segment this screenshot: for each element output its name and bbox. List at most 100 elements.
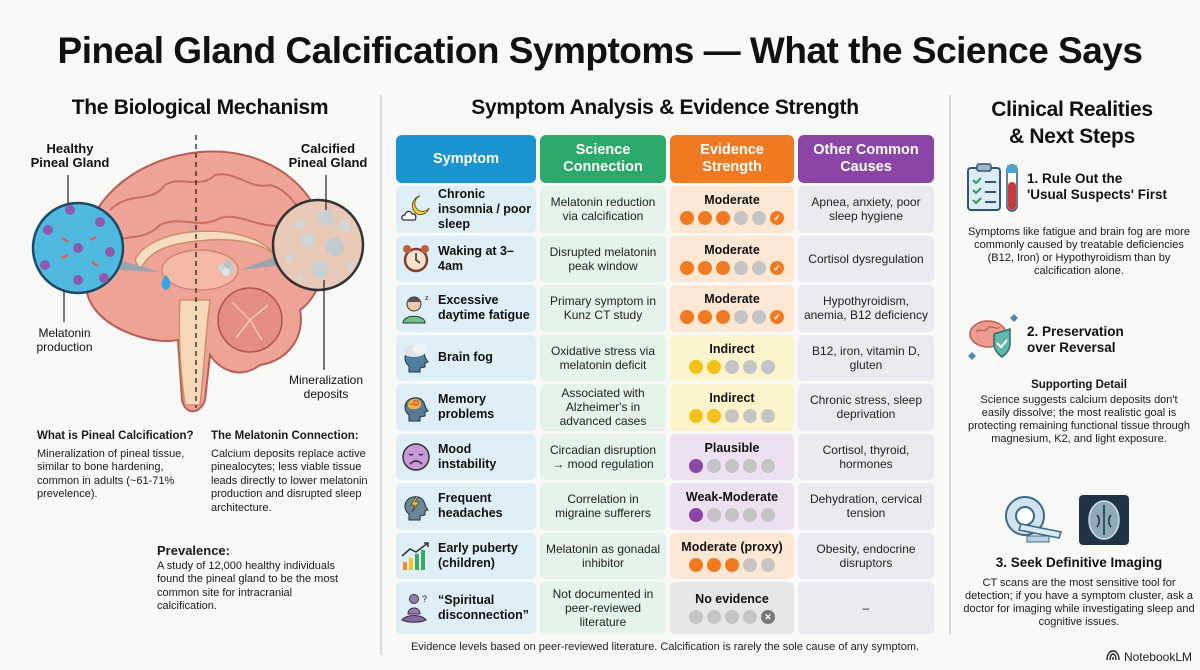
what-is-text: Mineralization of pineal tissue, similar…	[37, 447, 185, 501]
other-causes-cell: B12, iron, vitamin D, gluten	[798, 334, 934, 381]
filled-dot-icon	[689, 409, 703, 424]
symptom-label: Early puberty (children)	[438, 540, 518, 570]
left-column-title: The Biological Mechanism	[71, 96, 329, 119]
moon-cloud-icon	[400, 193, 432, 225]
science-connection-cell: Correlation in migraine sufferers	[540, 483, 666, 530]
filled-dot-icon	[689, 557, 703, 572]
label-line: Pineal Gland	[288, 155, 368, 170]
science-connection-cell: Not documented in peer-reviewed literatu…	[540, 582, 666, 634]
empty-dot-icon	[725, 508, 739, 523]
notebooklm-logo-icon	[1106, 649, 1120, 664]
other-causes-cell: Obesity, endocrine disruptors	[798, 532, 934, 579]
filled-dot-icon	[725, 557, 739, 572]
symptom-label: Chronic insomnia / poor sleep	[438, 186, 532, 231]
table-row: Brain fog Oxidative stress via melatonin …	[396, 334, 934, 381]
empty-dot-icon	[707, 610, 721, 624]
science-connection-cell: Disrupted melatonin peak window	[540, 235, 666, 282]
evidence-strength-cell: No evidence ✕	[670, 582, 794, 634]
brain-shield-icon	[966, 312, 1022, 364]
clipboard-testtube-icon	[966, 162, 1026, 214]
other-causes-cell: Cortisol dysregulation	[798, 235, 934, 282]
empty-dot-icon	[743, 409, 757, 424]
ct-scanner-icon	[1003, 494, 1065, 544]
table-footnote: Evidence levels based on peer-reviewed l…	[410, 641, 920, 653]
symptom-cell: z Excessive daytime fatigue	[396, 285, 536, 332]
empty-dot-icon	[761, 557, 775, 572]
evidence-rating-dots: ✓	[680, 310, 784, 325]
symptom-cell: Waking at 3–4am	[396, 235, 536, 282]
symptom-cell: Brain fog	[396, 334, 536, 381]
what-is-calcification: What is Pineal Calcification? Mineraliza…	[37, 430, 197, 502]
empty-dot-icon	[707, 508, 721, 523]
empty-dot-icon	[734, 310, 748, 325]
evidence-rating-dots	[689, 508, 775, 523]
filled-dot-icon	[707, 359, 721, 374]
symptom-cell: Early puberty (children)	[396, 532, 536, 579]
other-causes-cell: Cortisol, thyroid, hormones	[798, 433, 934, 480]
evidence-strength-cell: Indirect	[670, 334, 794, 381]
evidence-strength-cell: Moderate ✓	[670, 186, 794, 233]
column-divider-left	[380, 95, 382, 655]
symptom-label: Frequent headaches	[438, 491, 503, 521]
filled-dot-icon	[689, 458, 703, 473]
other-causes-cell: Dehydration, cervical tension	[798, 483, 934, 530]
x-icon: ✕	[761, 610, 775, 624]
empty-dot-icon	[725, 409, 739, 424]
evidence-label: No evidence	[695, 592, 769, 606]
evidence-strength-cell: Indirect	[670, 384, 794, 431]
evidence-label: Plausible	[704, 440, 760, 455]
empty-dot-icon	[743, 557, 757, 572]
empty-dot-icon	[725, 458, 739, 473]
evidence-strength-cell: Weak-Moderate	[670, 483, 794, 530]
filled-dot-icon	[698, 310, 712, 325]
science-connection-cell: Primary symptom in Kunz CT study	[540, 285, 666, 332]
step-3-text: CT scans are the most sensitive tool for…	[963, 577, 1195, 628]
evidence-label: Moderate (proxy)	[681, 539, 783, 554]
filled-dot-icon	[689, 359, 703, 374]
right-title-line2: & Next Steps	[1009, 125, 1135, 148]
title-line: 'Usual Suspects' First	[1027, 187, 1167, 202]
symptom-cell: Frequent headaches	[396, 483, 536, 530]
symptom-cell: Chronic insomnia / poor sleep	[396, 186, 536, 233]
empty-dot-icon	[761, 409, 775, 424]
other-causes-cell: Hypothyroidism, anemia, B12 deficiency	[798, 285, 934, 332]
evidence-label: Moderate	[704, 193, 760, 208]
melatonin-production-label: Melatonin production	[22, 326, 107, 354]
growth-chart-icon	[400, 540, 432, 572]
symptom-label: Excessive daytime fatigue	[438, 293, 530, 323]
label-line: Mineralization	[288, 373, 364, 387]
label-line: Calcified	[300, 141, 356, 156]
empty-dot-icon	[743, 458, 757, 473]
svg-text:?: ?	[422, 594, 427, 604]
table-row: Mood instability Circadian disruption → m…	[396, 433, 934, 480]
label-line: Melatonin	[38, 326, 91, 340]
prevalence-heading: Prevalence:	[157, 543, 230, 558]
symptom-cell: Mood instability	[396, 433, 536, 480]
symptom-label: Waking at 3–4am	[438, 243, 514, 273]
header-other-causes: Other Common Causes	[798, 135, 934, 183]
empty-dot-icon	[689, 610, 703, 624]
calcified-pineal-label: Calcified Pineal Gland	[278, 142, 378, 170]
science-connection-cell: Circadian disruption → mood regulation	[540, 433, 666, 480]
empty-dot-icon	[743, 508, 757, 523]
table-row: Early puberty (children) Melatonin as gon…	[396, 532, 934, 579]
empty-dot-icon	[752, 211, 766, 226]
empty-dot-icon	[761, 508, 775, 523]
evidence-label: Moderate	[704, 242, 760, 257]
right-title-line1: Clinical Realities	[991, 98, 1153, 121]
empty-dot-icon	[752, 260, 766, 275]
table-row: Frequent headaches Correlation in migrain…	[396, 483, 934, 530]
what-is-heading: What is Pineal Calcification?	[37, 430, 194, 442]
other-causes-cell: Chronic stress, sleep deprivation	[798, 384, 934, 431]
step-1-text: Symptoms like fatigue and brain fog are …	[968, 226, 1190, 277]
science-connection-cell: Oxidative stress via melatonin deficit	[540, 334, 666, 381]
evidence-rating-dots: ✓	[680, 211, 784, 226]
filled-dot-icon	[680, 211, 694, 226]
filled-dot-icon	[698, 260, 712, 275]
empty-dot-icon	[734, 211, 748, 226]
headache-head-icon	[400, 490, 432, 522]
filled-dot-icon	[707, 409, 721, 424]
healthy-pineal-label: Healthy Pineal Gland	[20, 142, 120, 170]
table-row: Waking at 3–4am Disrupted melatonin peak …	[396, 235, 934, 282]
empty-dot-icon	[761, 458, 775, 473]
